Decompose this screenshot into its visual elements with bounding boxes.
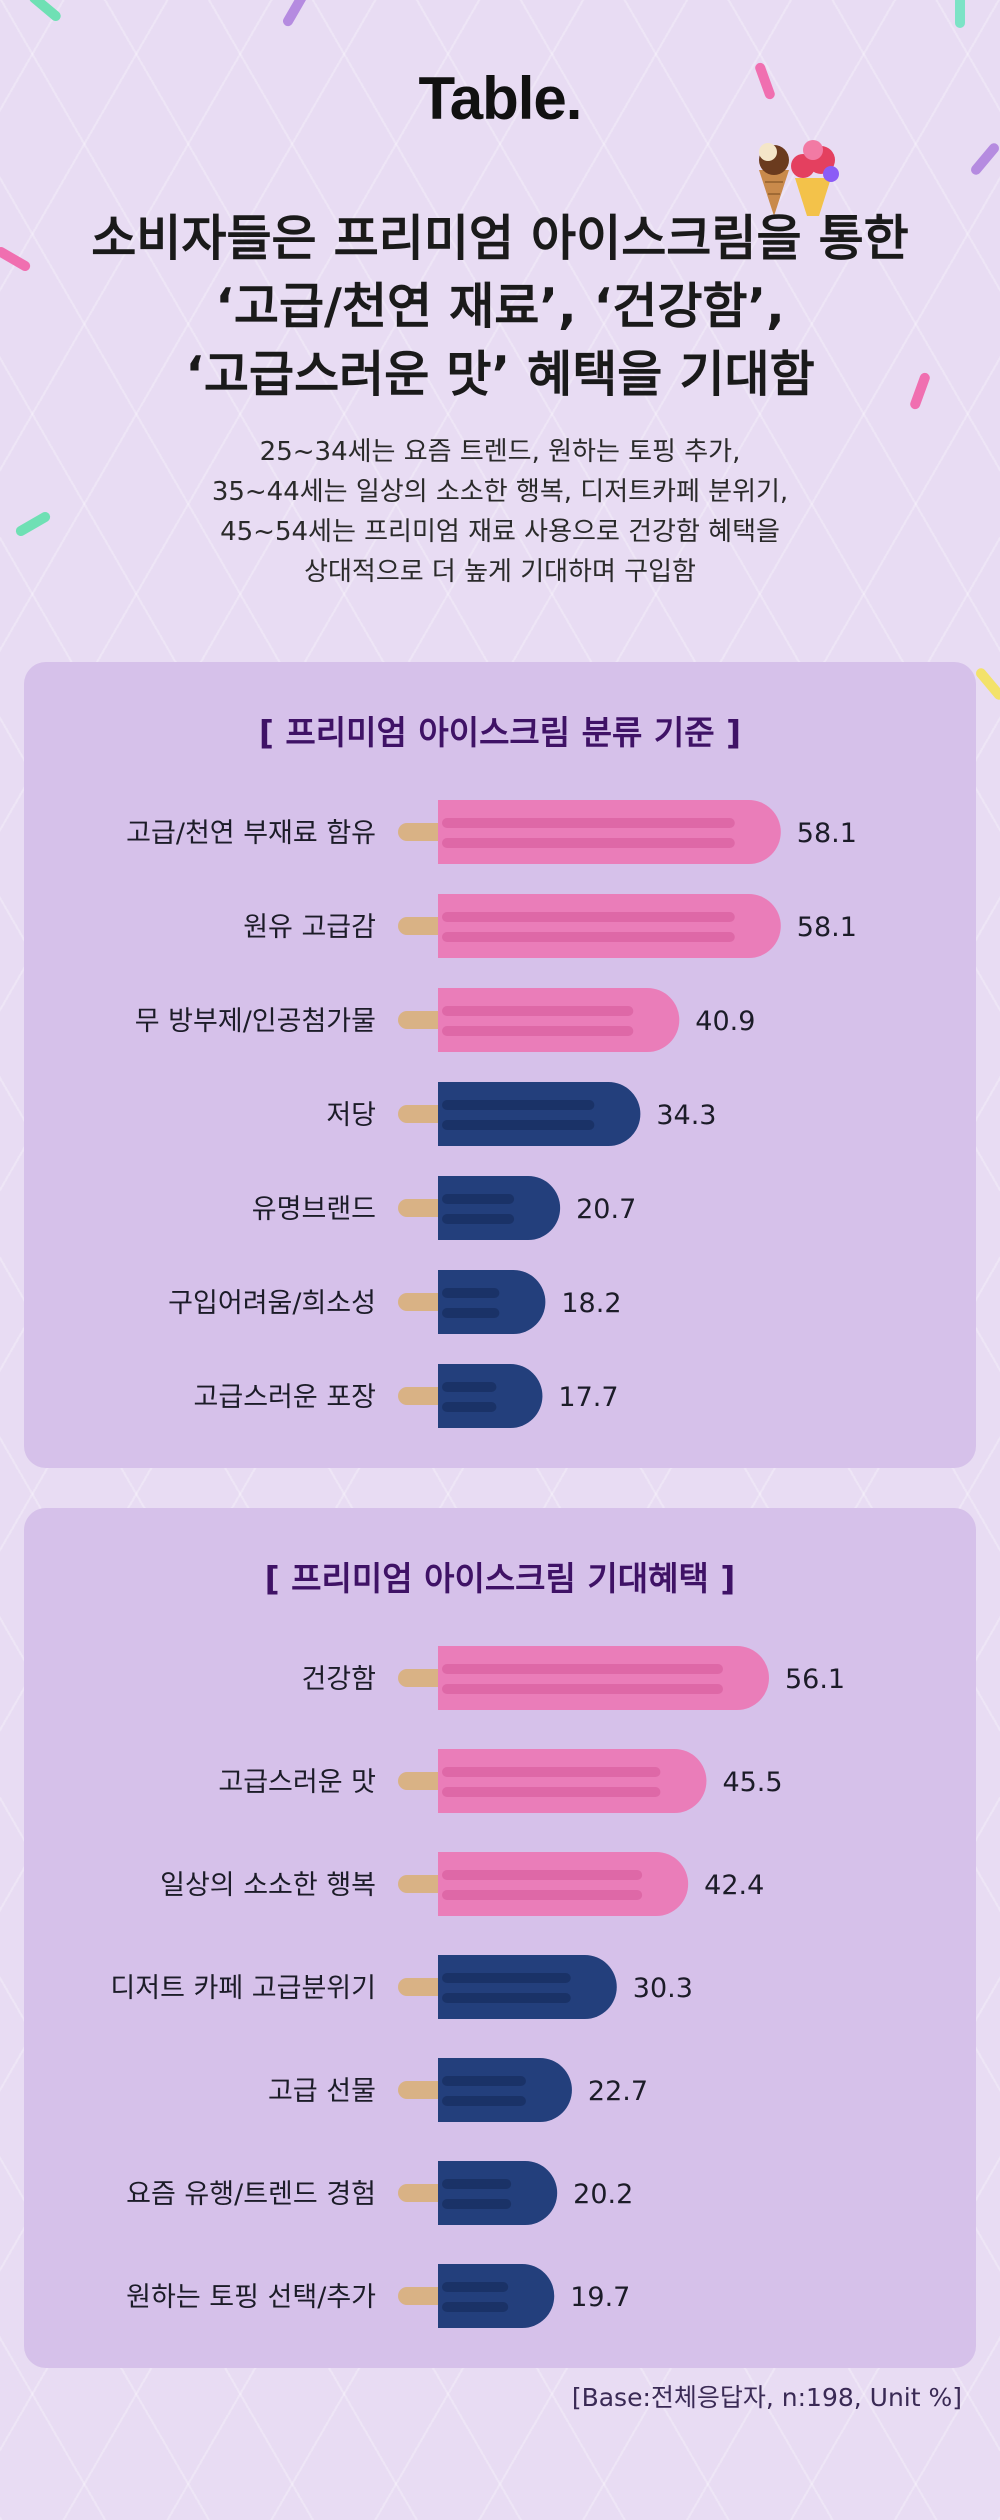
bar-value-label: 40.9 xyxy=(695,1006,755,1037)
bar-stripe xyxy=(442,1006,634,1016)
bar-category-label: 고급/천연 부재료 함유 xyxy=(126,818,376,849)
bar-value-label: 34.3 xyxy=(656,1100,716,1131)
bar xyxy=(438,1749,707,1813)
bar-stripe xyxy=(442,1767,661,1777)
ice-cream-icon xyxy=(759,140,839,216)
subtitle: 25~34세는 요즘 트렌드, 원하는 토핑 추가, 35~44세는 일상의 소… xyxy=(60,432,940,592)
sprinkle-decoration xyxy=(968,141,1000,177)
bar-value-label: 58.1 xyxy=(797,818,857,849)
bar-category-label: 일상의 소소한 행복 xyxy=(160,1870,376,1901)
bar xyxy=(438,2264,555,2328)
bar-value-label: 42.4 xyxy=(704,1870,764,1901)
bar-value-label: 17.7 xyxy=(558,1382,618,1413)
bar-category-label: 저당 xyxy=(326,1100,376,1131)
subtitle-line: 35~44세는 일상의 소소한 행복, 디저트카페 분위기, xyxy=(211,477,789,507)
chart-panel-benefits: [ 프리미엄 아이스크림 기대혜택 ] 건강함 56.1 고급스러운 맛 45.5 일상… xyxy=(24,1508,976,2368)
bar-category-label: 무 방부제/인공첨가물 xyxy=(135,1006,376,1037)
bar-category-label: 구입어려움/희소성 xyxy=(168,1288,376,1319)
sprinkle-decoration xyxy=(14,510,52,538)
bar-value-label: 45.5 xyxy=(722,1767,782,1798)
headline-line: ‘고급/천연 재료’, ‘건강함’, xyxy=(215,278,785,335)
bar-stripe xyxy=(442,2076,526,2086)
chart-title: [ 프리미엄 아이스크림 기대혜택 ] xyxy=(264,1559,736,1598)
bar-category-label: 원하는 토핑 선택/추가 xyxy=(126,2282,376,2313)
bar-stripe xyxy=(442,838,735,848)
bar xyxy=(438,1646,769,1710)
headline: 소비자들은 프리미엄 아이스크림을 통한 ‘고급/천연 재료’, ‘건강함’, … xyxy=(30,205,970,409)
sprinkle-decoration xyxy=(0,245,32,273)
bar-stripe xyxy=(442,2179,512,2189)
bar-value-label: 19.7 xyxy=(570,2282,630,2313)
bar-stripe xyxy=(442,1288,500,1298)
bar-stripe xyxy=(442,1194,515,1204)
bar-stripe xyxy=(442,1100,595,1110)
bar-stripe xyxy=(442,1026,634,1036)
bar-stripe xyxy=(442,2302,509,2312)
bar-stripe xyxy=(442,1382,497,1392)
bar xyxy=(438,800,781,864)
bar-stripe xyxy=(442,818,735,828)
bar xyxy=(438,2161,558,2225)
bar-stripe xyxy=(442,1308,500,1318)
bar-value-label: 58.1 xyxy=(797,912,857,943)
headline-line: ‘고급스러운 맛’ 혜택을 기대함 xyxy=(185,346,815,403)
bar-value-label: 20.2 xyxy=(573,2179,633,2210)
bar-stripe xyxy=(442,1787,661,1797)
bar-value-label: 56.1 xyxy=(785,1664,845,1695)
bar xyxy=(438,1270,546,1334)
bar-category-label: 요즘 유행/트렌드 경험 xyxy=(126,2179,376,2210)
bar xyxy=(438,1852,689,1916)
sprinkle-decoration xyxy=(27,0,63,24)
subtitle-line: 상대적으로 더 높게 기대하며 구입함 xyxy=(304,557,696,587)
footnote: [Base:전체응답자, n:198, Unit %] xyxy=(571,2383,962,2412)
bar-category-label: 고급스러운 맛 xyxy=(218,1767,376,1798)
bar-stripe xyxy=(442,2282,509,2292)
bar xyxy=(438,2058,572,2122)
bar xyxy=(438,894,781,958)
bar-stripe xyxy=(442,1684,723,1694)
bar xyxy=(438,1364,543,1428)
chart-title: [ 프리미엄 아이스크림 분류 기준 ] xyxy=(258,713,742,752)
bar-category-label: 원유 고급감 xyxy=(243,912,376,943)
bar-category-label: 고급 선물 xyxy=(268,2076,376,2107)
bar xyxy=(438,1176,561,1240)
sprinkle-decoration xyxy=(955,0,965,28)
bar-chart-benefits: 건강함 56.1 고급스러운 맛 45.5 일상의 소소한 행복 42.4 디저트 카페 고… xyxy=(110,1646,845,2328)
bar-category-label: 건강함 xyxy=(301,1664,376,1695)
headline-line: 소비자들은 프리미엄 아이스크림을 통한 xyxy=(91,210,909,267)
bar xyxy=(438,988,680,1052)
bar-stripe xyxy=(442,1973,571,1983)
bar-chart-classification: 고급/천연 부재료 함유 58.1 원유 고급감 58.1 무 방부제/인공첨가물 40.… xyxy=(126,800,857,1428)
bar-value-label: 18.2 xyxy=(561,1288,621,1319)
bar-category-label: 고급스러운 포장 xyxy=(194,1382,376,1413)
bar-stripe xyxy=(442,1664,723,1674)
bar-stripe xyxy=(442,1402,497,1412)
bar-stripe xyxy=(442,1214,515,1224)
bar-value-label: 20.7 xyxy=(576,1194,636,1225)
bar-category-label: 유명브랜드 xyxy=(252,1194,376,1225)
bar-stripe xyxy=(442,932,735,942)
bar-stripe xyxy=(442,1870,643,1880)
bar-category-label: 디저트 카페 고급분위기 xyxy=(110,1973,376,2004)
subtitle-line: 45~54세는 프리미엄 재료 사용으로 건강함 혜택을 xyxy=(220,517,780,547)
bar xyxy=(438,1082,641,1146)
bar-stripe xyxy=(442,1120,595,1130)
sprinkle-decoration xyxy=(973,666,1000,702)
bar xyxy=(438,1955,617,2019)
bar-stripe xyxy=(442,912,735,922)
bar-stripe xyxy=(442,1890,643,1900)
bar-stripe xyxy=(442,2096,526,2106)
bar-value-label: 30.3 xyxy=(633,1973,693,2004)
chart-panel-classification: [ 프리미엄 아이스크림 분류 기준 ] 고급/천연 부재료 함유 58.1 원유 … xyxy=(24,662,976,1468)
brand-logo: Table. xyxy=(418,65,583,132)
bar-stripe xyxy=(442,1993,571,2003)
bar-value-label: 22.7 xyxy=(588,2076,648,2107)
sprinkle-decoration xyxy=(281,0,309,28)
subtitle-line: 25~34세는 요즘 트렌드, 원하는 토핑 추가, xyxy=(259,437,741,467)
bar-stripe xyxy=(442,2199,512,2209)
